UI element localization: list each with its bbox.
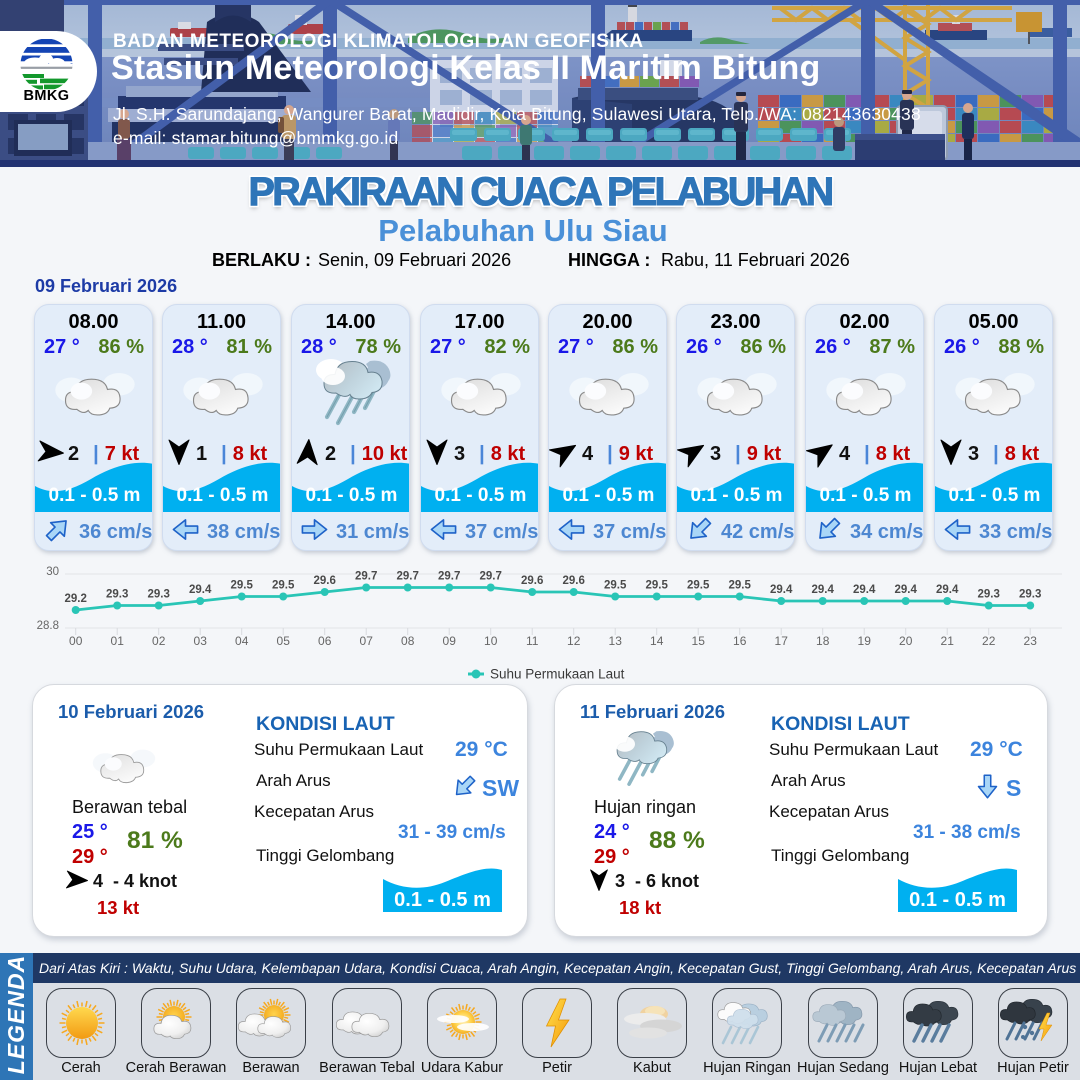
svg-text:29.3: 29.3 [106,589,128,601]
svg-text:29.6: 29.6 [521,575,543,587]
svg-text:05: 05 [277,634,291,648]
svg-text:29.5: 29.5 [272,580,295,592]
svg-text:29.5: 29.5 [687,580,710,592]
svg-text:17: 17 [775,634,789,648]
svg-text:15: 15 [692,634,706,648]
svg-text:29.3: 29.3 [1019,589,1041,601]
svg-text:07: 07 [360,634,374,648]
svg-text:21: 21 [941,634,955,648]
svg-text:08: 08 [401,634,415,648]
svg-text:29.4: 29.4 [770,584,793,596]
svg-text:19: 19 [858,634,872,648]
svg-text:29.3: 29.3 [978,589,1000,601]
svg-text:20: 20 [899,634,913,648]
svg-text:01: 01 [111,634,125,648]
svg-text:29.4: 29.4 [895,584,918,596]
svg-text:02: 02 [152,634,166,648]
svg-text:29.6: 29.6 [314,575,336,587]
svg-text:10: 10 [484,634,498,648]
svg-text:23: 23 [1024,634,1038,648]
svg-text:11: 11 [526,634,539,648]
svg-text:00: 00 [69,634,83,648]
svg-text:29.4: 29.4 [189,584,212,596]
svg-text:09: 09 [443,634,457,648]
svg-text:29.2: 29.2 [65,593,87,605]
svg-text:16: 16 [733,634,747,648]
svg-text:30: 30 [46,566,59,578]
svg-text:29.7: 29.7 [397,571,419,583]
svg-text:29.5: 29.5 [729,580,752,592]
svg-text:12: 12 [567,634,581,648]
svg-text:29.4: 29.4 [936,584,959,596]
svg-text:29.7: 29.7 [355,571,377,583]
svg-text:29.5: 29.5 [231,580,254,592]
svg-text:Suhu Permukaan Laut: Suhu Permukaan Laut [490,667,625,682]
svg-text:04: 04 [235,634,249,648]
svg-text:29.5: 29.5 [646,580,669,592]
svg-text:13: 13 [609,634,623,648]
svg-text:29.4: 29.4 [812,584,835,596]
svg-text:29.4: 29.4 [853,584,876,596]
svg-text:18: 18 [816,634,830,648]
svg-text:28.8: 28.8 [37,620,59,632]
svg-text:29.7: 29.7 [438,571,460,583]
svg-text:29.5: 29.5 [604,580,627,592]
svg-text:06: 06 [318,634,332,648]
svg-text:29.3: 29.3 [148,589,170,601]
svg-text:22: 22 [982,634,996,648]
svg-text:14: 14 [650,634,664,648]
svg-text:03: 03 [194,634,208,648]
svg-text:29.7: 29.7 [480,571,502,583]
svg-text:29.6: 29.6 [563,575,585,587]
